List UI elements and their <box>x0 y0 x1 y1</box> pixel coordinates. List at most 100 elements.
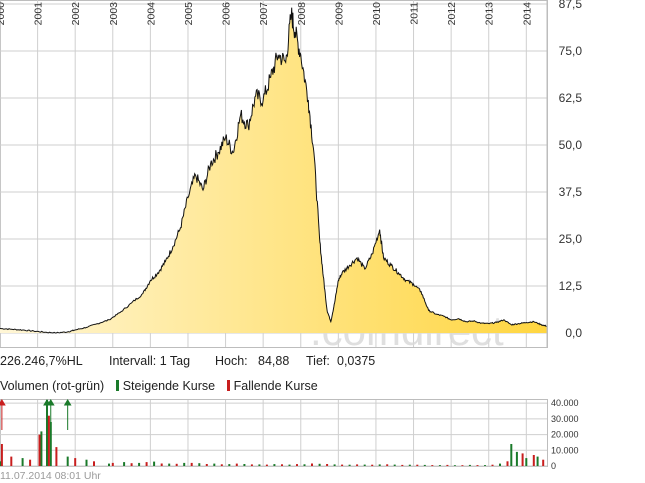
year-tick-label: 2000 <box>0 2 7 26</box>
volume-bar <box>153 461 156 466</box>
interval-label: Intervall: 1 Tag <box>109 354 191 368</box>
year-tick-label: 2011 <box>409 2 421 25</box>
volume-bar <box>175 463 178 466</box>
volume-bar <box>510 444 513 466</box>
volume-bar <box>273 464 276 466</box>
low-label: Tief: <box>306 354 330 368</box>
volume-bar <box>499 463 501 466</box>
volume-bar <box>333 464 336 466</box>
volume-bar <box>168 463 171 466</box>
volume-y-tick-label: 0 <box>551 461 556 471</box>
year-tick-label: 2013 <box>484 2 496 26</box>
volume-y-tick-label: 40.000 <box>551 398 579 408</box>
volume-bar <box>468 464 471 466</box>
volume-bar <box>438 465 441 466</box>
year-tick-label: 2003 <box>108 2 120 26</box>
volume-bar <box>265 464 268 466</box>
volume-bar <box>386 464 389 466</box>
year-tick-label: 2010 <box>371 2 383 26</box>
volume-bar <box>49 422 52 466</box>
volume-bar <box>431 465 434 466</box>
high-value: 84,88 <box>258 354 290 368</box>
volume-bar <box>423 464 426 466</box>
volume-bar <box>532 455 535 466</box>
volume-bar <box>446 464 449 466</box>
year-tick-label: 2004 <box>145 2 157 26</box>
volume-bar <box>108 463 110 466</box>
volume-bar <box>521 453 524 466</box>
volume-y-tick-label: 20.000 <box>551 430 579 440</box>
price-y-tick-label: 0,0 <box>565 326 582 340</box>
volume-bar <box>220 464 223 466</box>
year-tick-label: 2009 <box>333 2 345 26</box>
volume-bar <box>408 464 411 466</box>
performance-value: 226.246,7%HL <box>0 354 83 368</box>
volume-y-tick-label: 30.000 <box>551 414 579 424</box>
volume-bar <box>311 463 313 466</box>
price-y-tick-label: 25,0 <box>559 232 583 246</box>
volume-bar <box>318 463 321 466</box>
volume-bar <box>378 464 381 466</box>
price-area-fill <box>0 7 547 333</box>
volume-legend-title: Volumen (rot-grün) <box>0 379 105 393</box>
low-value: 0,0375 <box>337 354 376 368</box>
year-tick-label: 2008 <box>296 2 308 26</box>
volume-bar <box>416 464 419 466</box>
volume-bar <box>205 464 208 466</box>
rising-marker-icon <box>115 380 119 391</box>
volume-bar <box>536 456 539 466</box>
volume-legend-rising: Steigende Kurse <box>122 379 216 393</box>
volume-plot-frame <box>0 399 548 467</box>
volume-bar <box>453 465 456 466</box>
volume-bar <box>491 464 494 466</box>
volume-chart: 0 10.000 20.000 30.000 40.000 <box>0 398 579 471</box>
year-tick-label: 2012 <box>446 2 458 26</box>
price-y-tick-label: 87,5 <box>559 0 583 11</box>
volume-bar <box>190 462 193 466</box>
volume-bar <box>281 464 283 466</box>
volume-bar <box>303 464 306 466</box>
volume-bar <box>515 451 518 466</box>
volume-bar <box>46 400 48 466</box>
volume-bar <box>130 463 133 466</box>
volume-bar <box>38 434 41 466</box>
volume-bar <box>476 465 479 466</box>
year-tick-label: 2001 <box>33 2 45 26</box>
volume-bar <box>213 463 216 466</box>
volume-legend-falling: Fallende Kurse <box>233 379 318 393</box>
volume-bar <box>228 464 231 466</box>
year-tick-label: 2006 <box>221 2 233 26</box>
year-tick-label: 2007 <box>258 2 270 26</box>
volume-bar <box>55 447 58 466</box>
volume-bar <box>250 464 253 466</box>
volume-bar <box>47 415 50 466</box>
volume-bar <box>85 459 88 466</box>
volume-bar <box>371 464 374 466</box>
volume-bar <box>10 456 13 466</box>
falling-marker-icon <box>226 380 230 391</box>
price-y-tick-label: 50,0 <box>559 138 583 152</box>
volume-bar <box>198 463 201 466</box>
price-y-tick-label: 12,5 <box>559 279 583 293</box>
volume-bar <box>401 464 404 466</box>
volume-bar <box>506 461 509 466</box>
price-y-tick-label: 75,0 <box>559 44 583 58</box>
volume-bar <box>296 464 298 466</box>
volume-bar <box>393 464 396 466</box>
volume-bar <box>235 463 238 466</box>
volume-bar <box>66 456 69 466</box>
volume-bar <box>29 459 32 466</box>
volume-bar <box>0 444 3 466</box>
volume-overflow-arrow-icon <box>46 399 55 430</box>
high-label: Hoch: <box>215 354 248 368</box>
year-tick-label: 2002 <box>70 2 82 26</box>
volume-overflow-arrow-icon <box>63 399 72 430</box>
volume-bar <box>243 464 246 466</box>
volume-legend: Volumen (rot-grün) Steigende Kurse Falle… <box>0 379 318 393</box>
volume-bar <box>183 462 186 466</box>
volume-bar <box>288 464 291 466</box>
volume-bar <box>74 458 77 466</box>
volume-bar <box>348 464 351 466</box>
volume-bar <box>0 461 1 466</box>
volume-bar <box>542 459 545 466</box>
